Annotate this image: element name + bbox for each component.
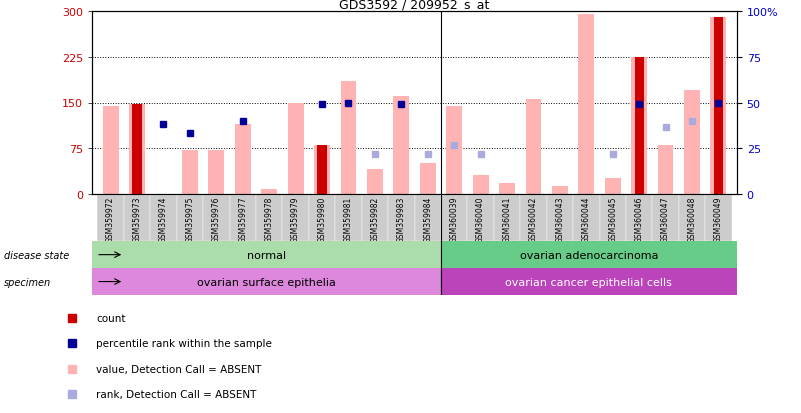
Bar (208, 150, 224, 194)
Text: GSM359975: GSM359975 (185, 197, 195, 243)
Text: GSM360045: GSM360045 (608, 197, 618, 243)
Text: GSM360044: GSM360044 (582, 197, 591, 243)
Bar (415, 194, 441, 242)
Text: GSM359983: GSM359983 (396, 197, 406, 243)
Bar (626, 194, 652, 242)
Text: GSM360042: GSM360042 (529, 197, 538, 243)
Bar (256, 194, 283, 242)
Text: GSM360049: GSM360049 (714, 197, 723, 243)
Text: GSM359977: GSM359977 (238, 197, 248, 243)
Bar (124, 194, 151, 242)
Bar (314, 146, 330, 194)
Text: GSM360039: GSM360039 (449, 197, 459, 243)
Bar (92, 242, 441, 268)
Title: GDS3592 / 209952_s_at: GDS3592 / 209952_s_at (340, 0, 489, 11)
Bar (340, 82, 356, 194)
Text: GSM359984: GSM359984 (423, 197, 433, 243)
Text: normal: normal (247, 250, 286, 260)
Bar (103, 106, 119, 194)
Bar (203, 194, 230, 242)
Text: GSM359980: GSM359980 (317, 197, 327, 243)
Bar (546, 194, 573, 242)
Text: ovarian cancer epithelial cells: ovarian cancer epithelial cells (505, 277, 672, 287)
Bar (235, 124, 251, 194)
Text: ovarian surface epithelia: ovarian surface epithelia (197, 277, 336, 287)
Bar (658, 146, 674, 194)
Text: GSM359979: GSM359979 (291, 197, 300, 243)
Bar (441, 242, 737, 268)
Text: GSM360040: GSM360040 (476, 197, 485, 243)
Text: GSM360043: GSM360043 (555, 197, 565, 243)
Bar (467, 194, 493, 242)
Bar (230, 194, 256, 242)
Bar (388, 194, 415, 242)
Bar (710, 19, 727, 194)
Text: GSM359978: GSM359978 (264, 197, 274, 243)
Bar (652, 194, 678, 242)
Bar (177, 194, 203, 242)
Bar (336, 194, 362, 242)
Bar (473, 176, 489, 194)
Bar (631, 58, 647, 194)
Bar (261, 189, 277, 194)
Text: GSM360048: GSM360048 (687, 197, 697, 243)
Bar (182, 150, 198, 194)
Bar (283, 194, 309, 242)
Text: GSM359981: GSM359981 (344, 197, 353, 242)
Text: disease state: disease state (4, 250, 69, 260)
Bar (605, 179, 621, 194)
Bar (552, 187, 568, 194)
Bar (309, 194, 336, 242)
Text: GSM360046: GSM360046 (634, 197, 644, 243)
Bar (441, 268, 737, 295)
Text: percentile rank within the sample: percentile rank within the sample (96, 339, 272, 349)
Text: specimen: specimen (4, 277, 51, 287)
Bar (525, 100, 541, 194)
Text: GSM359973: GSM359973 (132, 197, 142, 243)
Bar (678, 194, 705, 242)
Bar (714, 19, 723, 194)
Text: rank, Detection Call = ABSENT: rank, Detection Call = ABSENT (96, 389, 256, 399)
Bar (288, 103, 304, 194)
Bar (441, 194, 467, 242)
Bar (420, 164, 436, 194)
Bar (599, 194, 626, 242)
Bar (393, 97, 409, 194)
Bar (92, 268, 441, 295)
Bar (705, 194, 731, 242)
Text: value, Detection Call = ABSENT: value, Detection Call = ABSENT (96, 364, 261, 374)
Bar (129, 104, 145, 194)
Bar (573, 194, 599, 242)
Bar (684, 91, 700, 194)
Bar (446, 106, 462, 194)
Bar (151, 194, 177, 242)
Bar (578, 15, 594, 194)
Text: GSM359972: GSM359972 (106, 197, 115, 243)
Text: GSM359982: GSM359982 (370, 197, 380, 242)
Bar (520, 194, 546, 242)
Bar (367, 170, 383, 194)
Text: GSM360041: GSM360041 (502, 197, 512, 243)
Bar (493, 194, 520, 242)
Text: ovarian adenocarcinoma: ovarian adenocarcinoma (520, 250, 658, 260)
Text: GSM359976: GSM359976 (211, 197, 221, 243)
Text: count: count (96, 313, 126, 323)
Bar (98, 194, 124, 242)
Bar (499, 183, 515, 194)
Bar (634, 58, 644, 194)
Text: GSM360047: GSM360047 (661, 197, 670, 243)
Bar (362, 194, 388, 242)
Bar (317, 146, 327, 194)
Text: GSM359974: GSM359974 (159, 197, 168, 243)
Bar (132, 104, 142, 194)
